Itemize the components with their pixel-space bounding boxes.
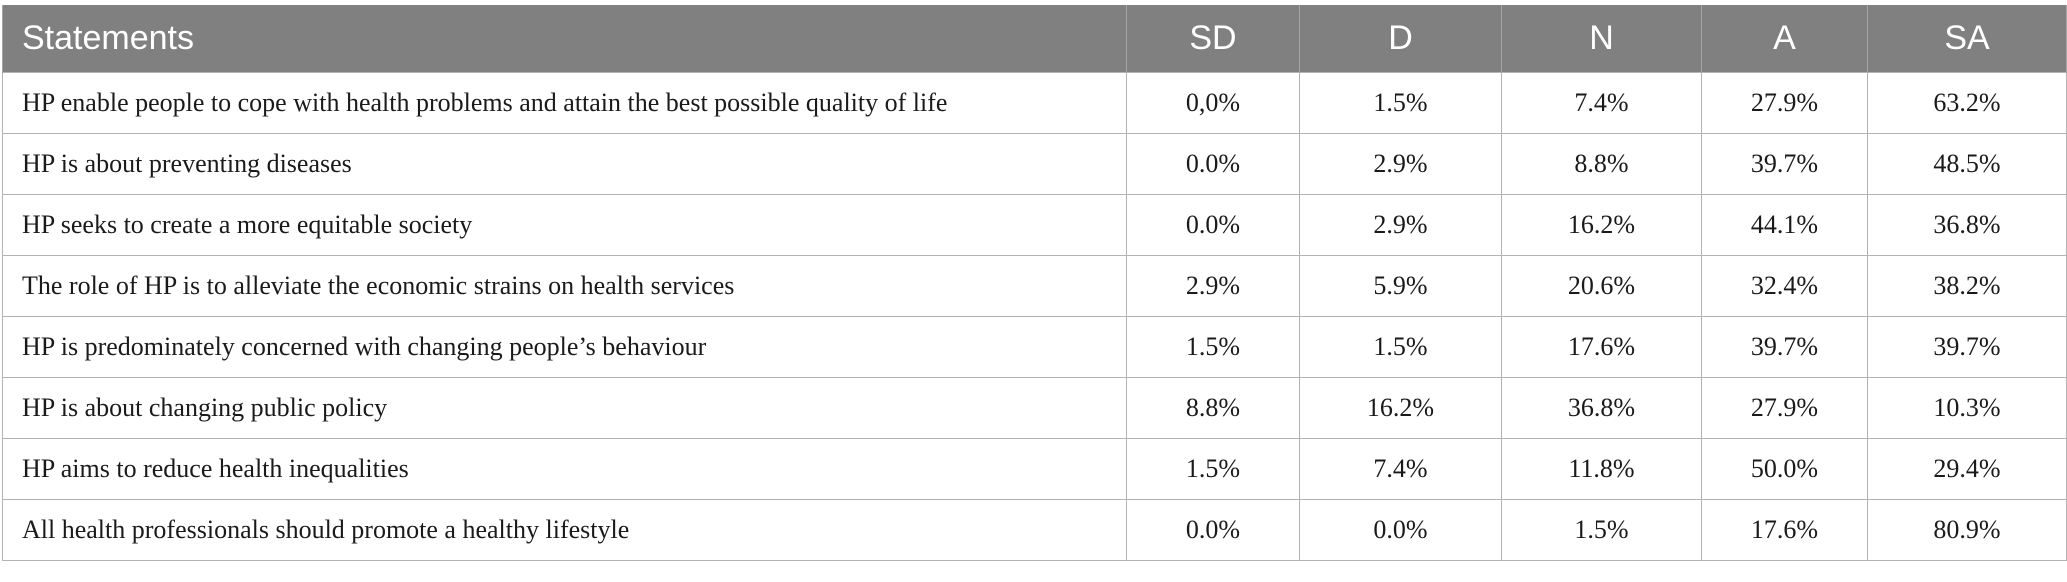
- statement-cell: HP aims to reduce health inequalities: [2, 438, 1127, 500]
- n-cell: 36.8%: [1501, 377, 1702, 439]
- statements-table-container: Statements SD D N A SA HP enable people …: [2, 5, 2067, 561]
- n-cell: 16.2%: [1501, 194, 1702, 256]
- sd-cell: 0.0%: [1126, 133, 1300, 195]
- table-row: HP aims to reduce health inequalities 1.…: [2, 438, 2067, 500]
- header-d: D: [1299, 5, 1502, 73]
- d-cell: 1.5%: [1299, 316, 1502, 378]
- d-cell: 2.9%: [1299, 133, 1502, 195]
- sd-cell: 0.0%: [1126, 499, 1300, 561]
- table-row: The role of HP is to alleviate the econo…: [2, 255, 2067, 317]
- n-cell: 11.8%: [1501, 438, 1702, 500]
- a-cell: 39.7%: [1701, 133, 1868, 195]
- statement-cell: All health professionals should promote …: [2, 499, 1127, 561]
- sa-cell: 39.7%: [1867, 316, 2067, 378]
- sa-cell: 38.2%: [1867, 255, 2067, 317]
- sd-cell: 8.8%: [1126, 377, 1300, 439]
- d-cell: 2.9%: [1299, 194, 1502, 256]
- statement-cell: HP is about changing public policy: [2, 377, 1127, 439]
- table-header: Statements SD D N A SA: [2, 5, 2067, 73]
- d-cell: 1.5%: [1299, 72, 1502, 134]
- header-row: Statements SD D N A SA: [2, 5, 2067, 73]
- a-cell: 27.9%: [1701, 377, 1868, 439]
- sd-cell: 0,0%: [1126, 72, 1300, 134]
- statement-cell: HP enable people to cope with health pro…: [2, 72, 1127, 134]
- n-cell: 7.4%: [1501, 72, 1702, 134]
- table-row: HP is about changing public policy 8.8% …: [2, 377, 2067, 439]
- table-body: HP enable people to cope with health pro…: [2, 72, 2067, 561]
- header-sd: SD: [1126, 5, 1300, 73]
- statement-cell: HP is predominately concerned with chang…: [2, 316, 1127, 378]
- table-row: HP is about preventing diseases 0.0% 2.9…: [2, 133, 2067, 195]
- table-row: HP enable people to cope with health pro…: [2, 72, 2067, 134]
- statement-cell: HP seeks to create a more equitable soci…: [2, 194, 1127, 256]
- a-cell: 17.6%: [1701, 499, 1868, 561]
- header-statements: Statements: [2, 5, 1127, 73]
- a-cell: 27.9%: [1701, 72, 1868, 134]
- sa-cell: 80.9%: [1867, 499, 2067, 561]
- d-cell: 0.0%: [1299, 499, 1502, 561]
- sa-cell: 48.5%: [1867, 133, 2067, 195]
- sa-cell: 29.4%: [1867, 438, 2067, 500]
- header-n: N: [1501, 5, 1702, 73]
- sd-cell: 2.9%: [1126, 255, 1300, 317]
- statement-cell: HP is about preventing diseases: [2, 133, 1127, 195]
- sa-cell: 36.8%: [1867, 194, 2067, 256]
- header-sa: SA: [1867, 5, 2067, 73]
- n-cell: 20.6%: [1501, 255, 1702, 317]
- sa-cell: 63.2%: [1867, 72, 2067, 134]
- table-row: HP is predominately concerned with chang…: [2, 316, 2067, 378]
- d-cell: 5.9%: [1299, 255, 1502, 317]
- a-cell: 39.7%: [1701, 316, 1868, 378]
- sd-cell: 1.5%: [1126, 438, 1300, 500]
- header-a: A: [1701, 5, 1868, 73]
- sa-cell: 10.3%: [1867, 377, 2067, 439]
- n-cell: 17.6%: [1501, 316, 1702, 378]
- table-row: All health professionals should promote …: [2, 499, 2067, 561]
- sd-cell: 0.0%: [1126, 194, 1300, 256]
- n-cell: 1.5%: [1501, 499, 1702, 561]
- sd-cell: 1.5%: [1126, 316, 1300, 378]
- n-cell: 8.8%: [1501, 133, 1702, 195]
- a-cell: 50.0%: [1701, 438, 1868, 500]
- statements-table: Statements SD D N A SA HP enable people …: [2, 5, 2067, 561]
- d-cell: 7.4%: [1299, 438, 1502, 500]
- d-cell: 16.2%: [1299, 377, 1502, 439]
- a-cell: 32.4%: [1701, 255, 1868, 317]
- table-row: HP seeks to create a more equitable soci…: [2, 194, 2067, 256]
- a-cell: 44.1%: [1701, 194, 1868, 256]
- statement-cell: The role of HP is to alleviate the econo…: [2, 255, 1127, 317]
